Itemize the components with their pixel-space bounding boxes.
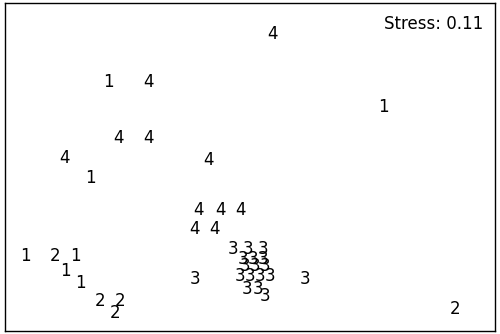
- Text: 3: 3: [248, 250, 258, 268]
- Text: 1: 1: [74, 274, 86, 292]
- Text: 3: 3: [244, 267, 256, 285]
- Text: 3: 3: [258, 240, 268, 258]
- Text: 3: 3: [228, 240, 238, 258]
- Text: 3: 3: [254, 267, 266, 285]
- Text: 3: 3: [260, 287, 270, 305]
- Text: 4: 4: [235, 201, 245, 219]
- Text: 4: 4: [203, 151, 213, 169]
- Text: 3: 3: [300, 270, 310, 288]
- Text: 4: 4: [210, 220, 220, 237]
- Text: 3: 3: [260, 257, 270, 275]
- Text: 3: 3: [242, 280, 252, 298]
- Text: 2: 2: [114, 292, 126, 310]
- Text: 3: 3: [250, 257, 260, 275]
- Text: 4: 4: [193, 201, 203, 219]
- Text: 3: 3: [242, 240, 254, 258]
- Text: 1: 1: [70, 247, 80, 265]
- Text: Stress: 0.11: Stress: 0.11: [384, 15, 483, 33]
- Text: 3: 3: [252, 280, 264, 298]
- Text: 3: 3: [240, 257, 250, 275]
- Text: 2: 2: [110, 305, 120, 323]
- Text: 2: 2: [450, 301, 460, 318]
- Text: 4: 4: [190, 220, 200, 237]
- Text: 4: 4: [60, 149, 70, 167]
- Text: 1: 1: [102, 73, 114, 91]
- Text: 4: 4: [113, 129, 123, 147]
- Text: 3: 3: [234, 267, 246, 285]
- Text: 1: 1: [20, 247, 30, 265]
- Text: 1: 1: [84, 169, 96, 187]
- Text: 3: 3: [238, 250, 248, 268]
- Text: 2: 2: [50, 247, 60, 265]
- Text: 3: 3: [264, 267, 276, 285]
- Text: 4: 4: [215, 201, 225, 219]
- Text: 3: 3: [190, 270, 200, 288]
- Text: 4: 4: [143, 129, 153, 147]
- Text: 3: 3: [258, 250, 268, 268]
- Text: 4: 4: [268, 25, 278, 43]
- Text: 2: 2: [94, 292, 106, 310]
- Text: 1: 1: [378, 99, 388, 116]
- Text: 1: 1: [60, 262, 70, 280]
- Text: 4: 4: [143, 73, 153, 91]
